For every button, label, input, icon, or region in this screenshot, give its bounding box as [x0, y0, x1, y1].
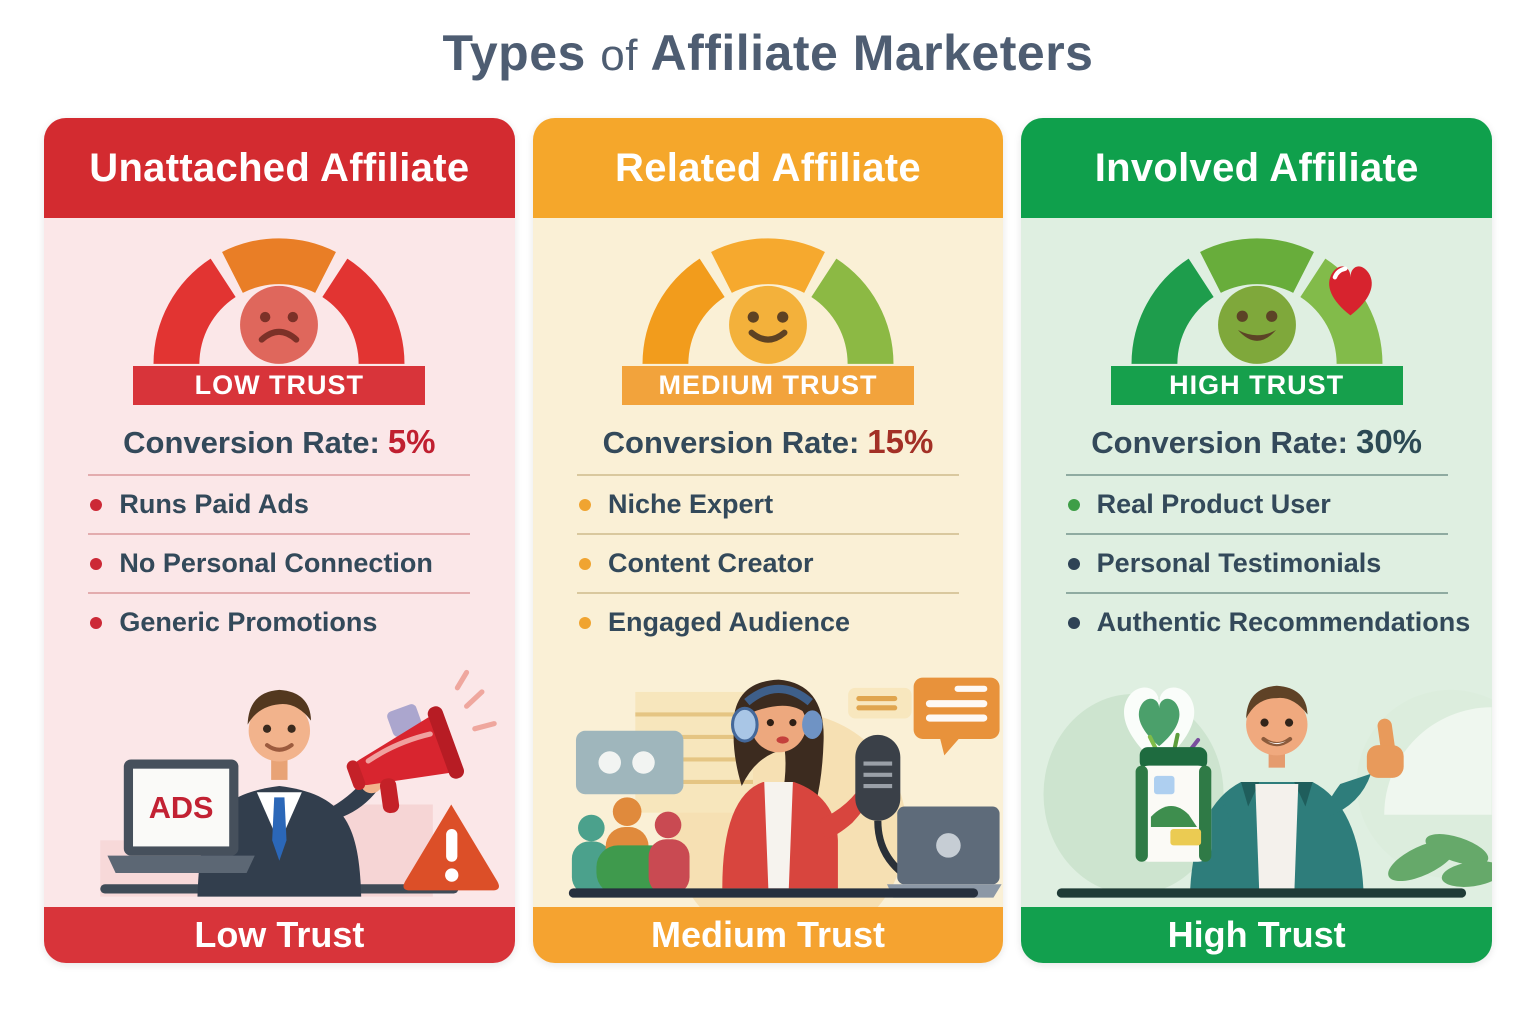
sound-lines-icon	[454, 670, 497, 732]
bullet-dot-icon	[90, 557, 103, 570]
conversion-rate-value: 5%	[387, 423, 436, 461]
bullet-dot-icon	[579, 557, 591, 570]
audience-figures	[571, 797, 690, 895]
ads-laptop-icon: ADS	[107, 759, 255, 874]
list-item: Personal Testimonials	[1065, 535, 1448, 595]
podcaster-person	[721, 679, 888, 889]
thumbs-up-icon	[1367, 718, 1405, 779]
trust-band-label: MEDIUM TRUST	[658, 370, 878, 400]
card-body: LOW TRUST Conversion Rate: 5% Runs Paid A…	[44, 218, 515, 907]
illustration-related	[533, 651, 1004, 907]
megaphone-icon	[346, 704, 465, 814]
columns-container: Unattached Affiliate LOW TRUST Conversio…	[0, 110, 1536, 963]
page-title: Types of Affiliate Marketers	[0, 0, 1536, 110]
conversion-rate-label: Conversion Rate:	[602, 425, 860, 461]
plant-leaves-icon	[1388, 834, 1493, 888]
bullet-dot-icon	[1067, 498, 1080, 511]
card-header-label: Involved Affiliate	[1094, 145, 1419, 190]
sad-face-icon	[240, 285, 319, 364]
desk-line	[568, 888, 978, 898]
page-title-part: Affiliate Marketers	[650, 25, 1094, 81]
list-item: Real Product User	[1065, 476, 1448, 536]
list-item-label: Runs Paid Ads	[119, 489, 309, 520]
conversion-rate: Conversion Rate: 5%	[88, 423, 471, 477]
product-jar-icon	[1135, 733, 1212, 862]
card-footer: Medium Trust	[532, 907, 1004, 963]
list-item: Niche Expert	[577, 476, 959, 536]
list-item-label: Real Product User	[1096, 489, 1331, 520]
list-item-label: No Personal Connection	[119, 548, 433, 579]
feature-list: Runs Paid Ads No Personal Connection Gen…	[88, 476, 471, 651]
ads-screen-label: ADS	[149, 790, 214, 825]
conversion-rate-value: 30%	[1355, 423, 1423, 461]
list-item: No Personal Connection	[88, 535, 471, 595]
list-item-label: Engaged Audience	[608, 607, 851, 638]
card-header: Involved Affiliate	[1021, 118, 1493, 218]
card-header-label: Related Affiliate	[615, 145, 921, 190]
trust-gauge-medium-icon	[642, 238, 894, 364]
happy-face-icon	[729, 285, 807, 364]
bullet-dot-icon	[1067, 557, 1080, 570]
card-footer: High Trust	[1021, 907, 1493, 963]
card-related-affiliate: Related Affiliate MEDIUM TRUST Conversio…	[532, 118, 1004, 963]
card-footer-label: Low Trust	[194, 914, 365, 955]
laptop-icon	[886, 806, 1002, 898]
card-header: Unattached Affiliate	[44, 118, 515, 218]
card-footer-label: High Trust	[1167, 914, 1346, 955]
card-footer: Low Trust	[44, 907, 515, 963]
conversion-rate-label: Conversion Rate:	[123, 425, 380, 461]
conversion-rate-label: Conversion Rate:	[1091, 425, 1348, 461]
bullet-dot-icon	[90, 616, 103, 629]
media-card-icon	[575, 731, 684, 795]
card-header-label: Unattached Affiliate	[89, 145, 470, 190]
card-body: HIGH TRUST Conversion Rate: 30% Real Prod…	[1021, 218, 1493, 907]
bullet-dot-icon	[1067, 616, 1080, 629]
list-item-label: Authentic Recommendations	[1096, 607, 1471, 638]
list-item-label: Personal Testimonials	[1096, 548, 1382, 579]
list-item: Engaged Audience	[577, 594, 959, 651]
happy-face-icon	[1217, 285, 1296, 364]
list-item: Generic Promotions	[88, 594, 470, 651]
card-involved-affiliate: Involved Affiliate HIGH TRUST	[1021, 118, 1493, 963]
trust-band: LOW TRUST	[133, 365, 426, 406]
trust-gauge-high-icon	[1131, 238, 1383, 364]
conversion-rate: Conversion Rate: 30%	[1065, 423, 1448, 477]
ground-line	[1057, 888, 1467, 898]
card-body: MEDIUM TRUST Conversion Rate: 15% Niche E…	[533, 218, 1004, 907]
page-title-part: Types	[442, 25, 586, 81]
page-title-part: of	[600, 31, 638, 80]
trust-band: HIGH TRUST	[1110, 365, 1403, 406]
illustration-involved	[1021, 651, 1493, 907]
bullet-dot-icon	[579, 498, 591, 511]
feature-list: Niche Expert Content Creator Engaged Aud…	[577, 476, 959, 651]
list-item: Content Creator	[577, 535, 959, 595]
card-footer-label: Medium Trust	[650, 914, 886, 955]
list-item-label: Niche Expert	[608, 489, 774, 520]
heart-icon	[1328, 266, 1372, 316]
warning-triangle-icon	[403, 804, 499, 891]
trust-gauge-low-icon	[153, 238, 405, 364]
list-item-label: Generic Promotions	[119, 607, 378, 638]
card-header: Related Affiliate	[532, 118, 1004, 218]
list-item: Runs Paid Ads	[88, 476, 471, 536]
feature-list: Real Product User Personal Testimonials …	[1065, 476, 1470, 651]
speech-bubble-icon	[847, 677, 1000, 756]
bullet-dot-icon	[579, 616, 591, 629]
background-shape	[1384, 707, 1493, 815]
trust-band-label: HIGH TRUST	[1169, 370, 1345, 400]
illustration-unattached: ADS	[44, 651, 515, 907]
card-unattached-affiliate: Unattached Affiliate LOW TRUST Conversio…	[44, 118, 515, 963]
trust-band-label: LOW TRUST	[194, 370, 365, 400]
conversion-rate: Conversion Rate: 15%	[577, 423, 959, 477]
trust-band: MEDIUM TRUST	[622, 365, 914, 406]
list-item: Authentic Recommendations	[1066, 594, 1470, 651]
conversion-rate-value: 15%	[867, 423, 934, 461]
bullet-dot-icon	[90, 498, 103, 511]
list-item-label: Content Creator	[608, 548, 814, 579]
